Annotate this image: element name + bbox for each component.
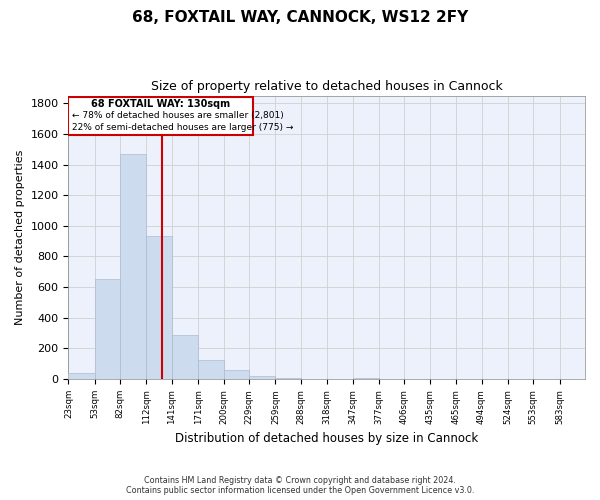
Title: Size of property relative to detached houses in Cannock: Size of property relative to detached ho… — [151, 80, 503, 93]
Bar — [68, 97, 253, 136]
Bar — [146, 236, 172, 379]
Bar — [249, 376, 275, 379]
Bar — [68, 373, 95, 379]
Text: Contains HM Land Registry data © Crown copyright and database right 2024.
Contai: Contains HM Land Registry data © Crown c… — [126, 476, 474, 495]
Text: 22% of semi-detached houses are larger (775) →: 22% of semi-detached houses are larger (… — [72, 123, 293, 132]
Y-axis label: Number of detached properties: Number of detached properties — [15, 150, 25, 325]
Bar — [353, 378, 379, 379]
X-axis label: Distribution of detached houses by size in Cannock: Distribution of detached houses by size … — [175, 432, 478, 445]
Text: ← 78% of detached houses are smaller (2,801): ← 78% of detached houses are smaller (2,… — [72, 111, 284, 120]
Bar — [275, 378, 301, 379]
Bar — [224, 370, 249, 379]
Text: 68 FOXTAIL WAY: 130sqm: 68 FOXTAIL WAY: 130sqm — [91, 99, 230, 109]
Text: 68, FOXTAIL WAY, CANNOCK, WS12 2FY: 68, FOXTAIL WAY, CANNOCK, WS12 2FY — [132, 10, 468, 25]
Bar — [95, 280, 120, 379]
Bar — [172, 334, 198, 379]
Bar — [198, 360, 224, 379]
Bar — [120, 154, 146, 379]
